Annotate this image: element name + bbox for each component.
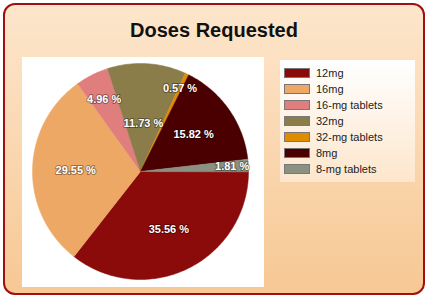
svg-text:0.57 %: 0.57 %	[163, 82, 197, 94]
html-text:Doses Requested: Doses Requested	[130, 19, 298, 41]
html-text:16-mg tablets: 16-mg tablets	[316, 99, 383, 111]
svg-text:15.82 %: 15.82 %	[173, 128, 214, 140]
html-text:16mg: 16mg	[316, 83, 344, 95]
svg-text:1.81 %: 1.81 %	[215, 160, 249, 172]
html-text:8mg: 8mg	[316, 147, 338, 159]
html-text:12mg: 12mg	[316, 67, 344, 79]
html-text:32-mg tablets: 32-mg tablets	[316, 131, 383, 143]
html-text:32mg: 32mg	[316, 115, 344, 127]
svg-text:4.96 %: 4.96 %	[87, 93, 121, 105]
svg-text:29.55 %: 29.55 %	[56, 164, 97, 176]
html-text:8-mg tablets: 8-mg tablets	[316, 163, 377, 175]
svg-text:11.73 %: 11.73 %	[123, 117, 163, 129]
svg-text:35.56 %: 35.56 %	[149, 223, 190, 235]
